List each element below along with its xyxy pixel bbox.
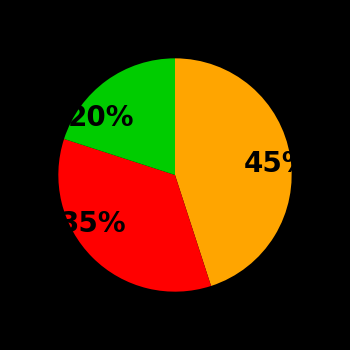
Text: 45%: 45% xyxy=(244,150,311,178)
Wedge shape xyxy=(175,58,292,286)
Wedge shape xyxy=(58,139,211,292)
Text: 20%: 20% xyxy=(67,104,134,132)
Wedge shape xyxy=(64,58,175,175)
Text: 35%: 35% xyxy=(59,210,126,238)
